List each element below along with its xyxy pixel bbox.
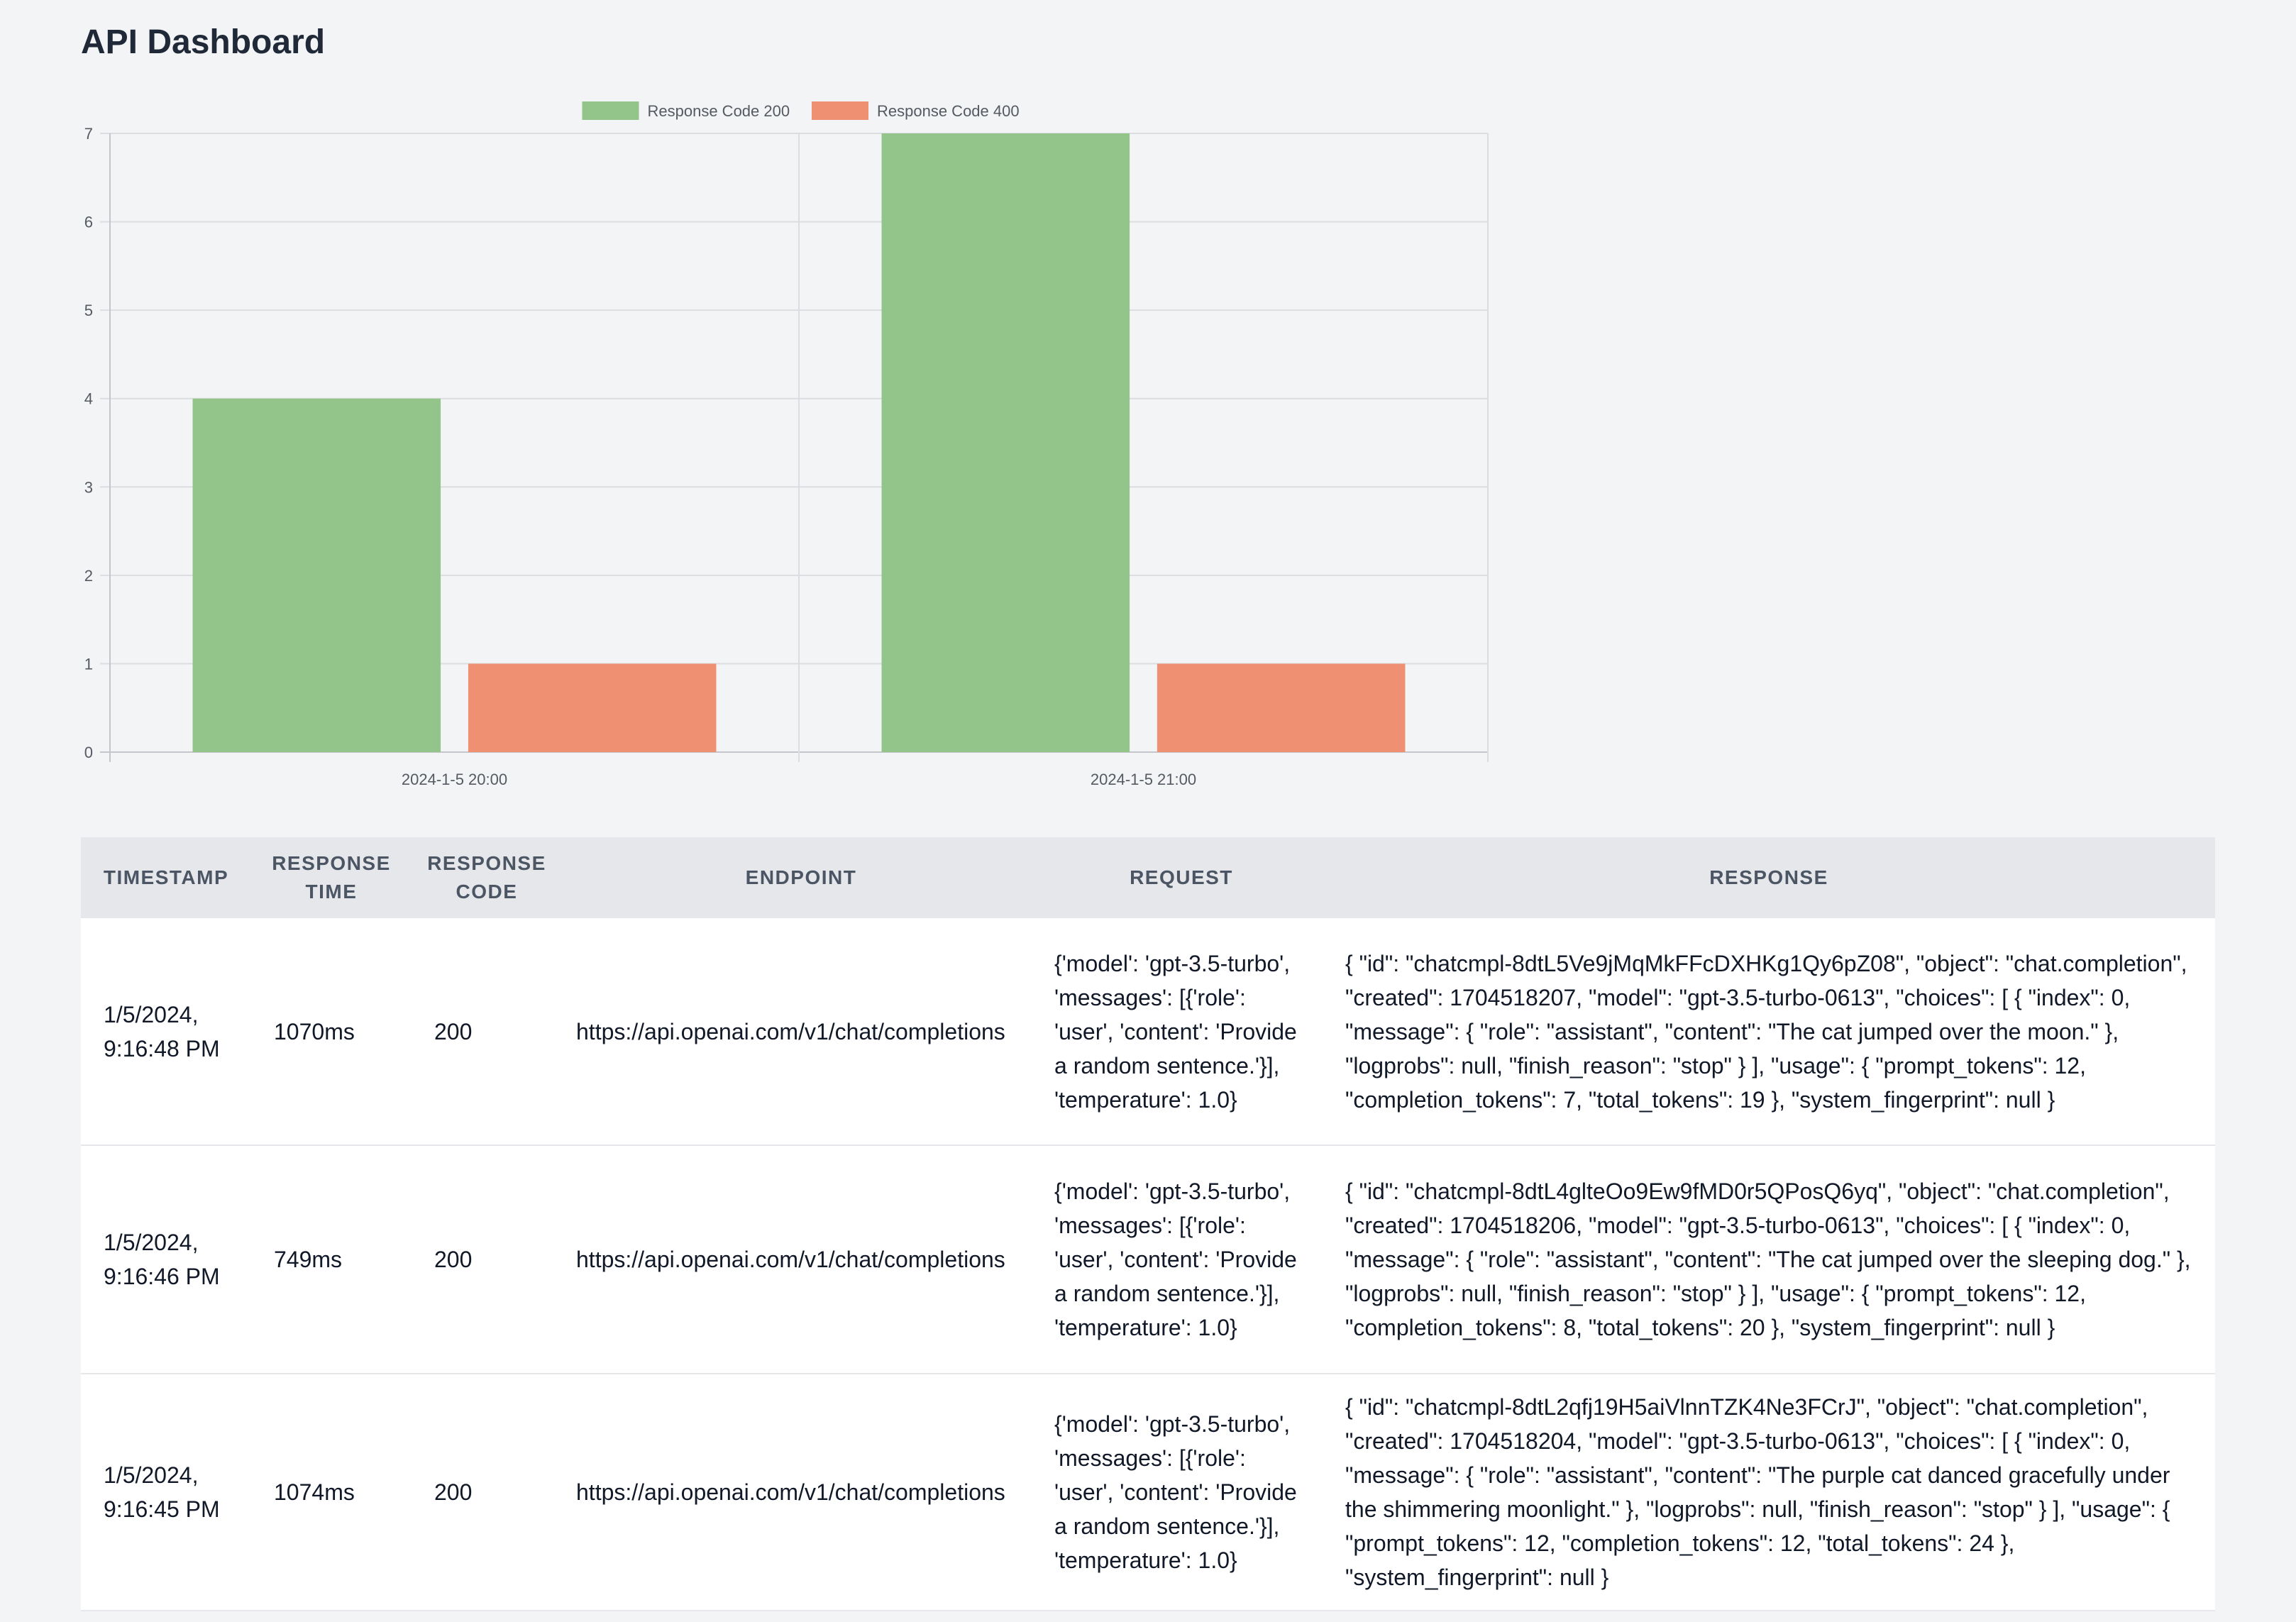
response-code-bar-chart: 0 1 2 3 4 5 6 7 2024-1-5 20:00 2024-1-5 21:00 Resp… [84, 101, 1489, 788]
column-header-label: CODE [456, 881, 518, 903]
table-row[interactable]: 1/5/2024, 9:16:48 PM 1070ms 200 https://… [81, 918, 2215, 1145]
cell-response-code: 200 [434, 1247, 473, 1272]
y-tick-label: 6 [84, 214, 93, 231]
timestamp-time: 9:16:45 PM [104, 1496, 220, 1522]
y-tick-label: 2 [84, 567, 93, 585]
cell-endpoint: https://api.openai.com/v1/chat/completio… [576, 1247, 1005, 1272]
cell-timestamp: 1/5/2024, 9:16:46 PM [81, 1145, 251, 1374]
bar-response-code-200 [881, 133, 1130, 752]
legend-swatch [812, 101, 868, 120]
y-tick-label: 4 [84, 390, 93, 408]
column-header-timestamp[interactable]: TIMESTAMP [81, 837, 251, 918]
bar-response-code-200 [192, 398, 441, 752]
cell-timestamp: 1/5/2024, 9:16:45 PM [81, 1374, 251, 1611]
y-tick-label: 0 [84, 744, 93, 761]
column-header-label: RESPONSE [1709, 866, 1828, 888]
cell-timestamp: 1/5/2024, 9:16:48 PM [81, 918, 251, 1145]
cell-response-code: 200 [434, 1018, 473, 1044]
cell-response-time: 1070ms [274, 1018, 355, 1044]
column-header-label: ENDPOINT [745, 866, 857, 888]
cell-response-time: 1074ms [274, 1479, 355, 1505]
page-title: API Dashboard [81, 23, 326, 61]
legend-swatch [582, 101, 639, 120]
x-tick-label: 2024-1-5 20:00 [402, 771, 507, 788]
column-header-label: RESPONSE [272, 852, 391, 874]
cell-response-time: 749ms [274, 1247, 343, 1272]
cell-request: {'model': 'gpt-3.5-turbo', 'messages': [… [1054, 1179, 1297, 1340]
column-header-label: TIMESTAMP [103, 866, 229, 888]
timestamp-time: 9:16:46 PM [104, 1264, 220, 1289]
column-header-response-code[interactable]: RESPONSE CODE [412, 837, 562, 918]
api-log-table: TIMESTAMP RESPONSE TIME RESPONSE CODE EN… [81, 837, 2215, 1611]
cell-response: { "id": "chatcmpl-8dtL5Ve9jMqMkFFcDXHKg1… [1345, 950, 2187, 1113]
column-header-response-time[interactable]: RESPONSE TIME [251, 837, 412, 918]
y-tick-label: 7 [84, 125, 93, 143]
api-log-table-container[interactable]: TIMESTAMP RESPONSE TIME RESPONSE CODE EN… [81, 837, 2215, 1611]
column-header-label: REQUEST [1130, 866, 1233, 888]
timestamp-date: 1/5/2024, [104, 1001, 199, 1027]
timestamp-date: 1/5/2024, [104, 1462, 199, 1488]
cell-response: { "id": "chatcmpl-8dtL4glteOo9Ew9fMD0r5Q… [1345, 1179, 2191, 1340]
y-tick-label: 5 [84, 302, 93, 319]
table-header-row: TIMESTAMP RESPONSE TIME RESPONSE CODE EN… [81, 837, 2215, 918]
legend-label: Response Code 400 [877, 102, 1020, 120]
column-header-request[interactable]: REQUEST [1040, 837, 1323, 918]
cell-request: {'model': 'gpt-3.5-turbo', 'messages': [… [1054, 950, 1297, 1113]
cell-request: {'model': 'gpt-3.5-turbo', 'messages': [… [1054, 1411, 1297, 1573]
cell-endpoint: https://api.openai.com/v1/chat/completio… [576, 1479, 1005, 1505]
cell-endpoint: https://api.openai.com/v1/chat/completio… [576, 1018, 1005, 1044]
legend-label: Response Code 200 [648, 102, 790, 120]
bar-response-code-400 [468, 663, 717, 752]
timestamp-date: 1/5/2024, [104, 1230, 199, 1255]
column-header-response[interactable]: RESPONSE [1323, 837, 2215, 918]
timestamp-time: 9:16:48 PM [104, 1035, 220, 1061]
cell-response: { "id": "chatcmpl-8dtL2qfj19H5aiVlnnTZK4… [1345, 1394, 2170, 1590]
column-header-label: TIME [305, 881, 358, 903]
y-tick-label: 1 [84, 655, 93, 673]
table-row[interactable]: 1/5/2024, 9:16:45 PM 1074ms 200 https://… [81, 1374, 2215, 1611]
cell-response-code: 200 [434, 1479, 473, 1505]
column-header-label: RESPONSE [427, 852, 546, 874]
table-row[interactable]: 1/5/2024, 9:16:46 PM 749ms 200 https://a… [81, 1145, 2215, 1374]
column-header-endpoint[interactable]: ENDPOINT [562, 837, 1040, 918]
y-tick-label: 3 [84, 478, 93, 496]
bar-response-code-400 [1157, 663, 1406, 752]
x-tick-label: 2024-1-5 21:00 [1091, 771, 1196, 788]
